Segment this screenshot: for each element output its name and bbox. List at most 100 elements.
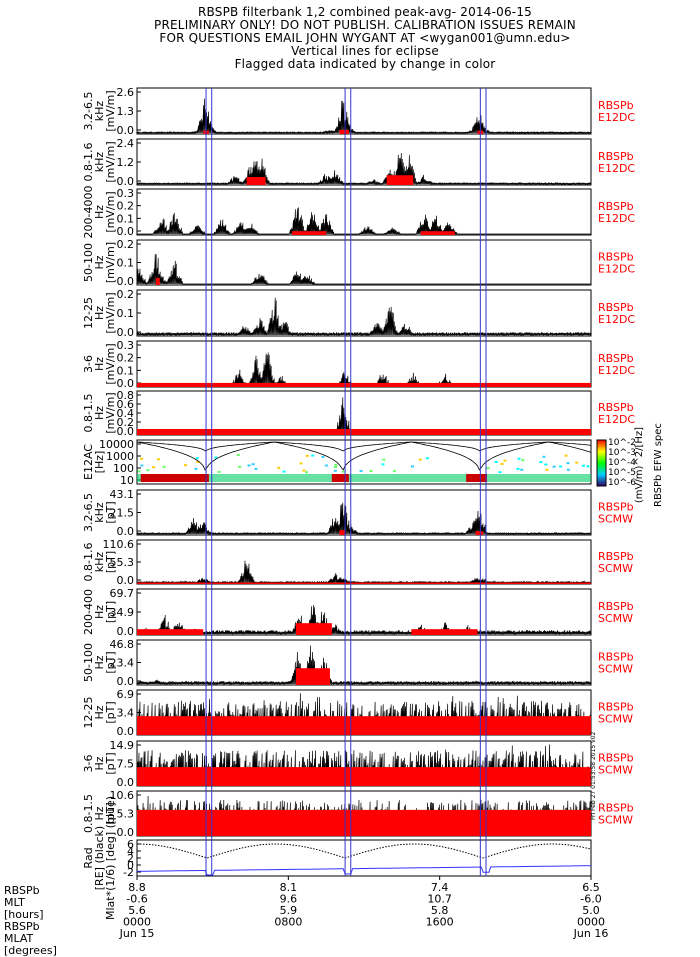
spec-pixel [552,465,556,468]
spec-pixel [194,467,198,470]
colorbar-label: 10^-4 [608,458,636,468]
y-tick-label: 0.0 [117,377,135,390]
y-axis-label: Hz [93,756,106,770]
side-label-instrument: RBSPb [598,550,634,563]
colorbar-unit: (mV/m)^2/[Hz] [634,427,645,503]
spec-pixel [236,454,240,457]
spec-pixel [382,458,386,461]
spec-pixel [137,470,141,473]
y-axis-label: 12-25 [82,297,95,329]
panel-e2 [136,138,592,186]
x-tick-label: 5.8 [431,904,449,917]
y-axis-label: Hz [93,705,106,719]
flagged-region [386,175,414,185]
spec-pixel [381,463,385,466]
y-axis-label: Hz [93,306,106,320]
y-tick-label: 10 [120,474,134,487]
flagged-region [137,629,204,635]
spec-intense-band [140,474,209,482]
data-trace [136,560,592,585]
side-label-instrument: RBSPb [598,352,634,365]
data-trace [136,152,592,186]
side-label-instrument: RBSPb [598,600,634,613]
x-tick-label: Jun 15 [119,927,155,940]
y-axis-label: [pT] [104,551,117,573]
y-axis-label: [pT] [104,651,117,673]
x-tick-label: 1600 [426,916,454,929]
x-tick-label: 8.1 [280,881,298,894]
y-axis-label: 50-100 [82,643,95,682]
flagged-region [246,177,266,185]
y-axis-label: 3-6 [82,755,95,773]
y-axis-label: Hz [93,406,106,420]
panel-frame [136,439,592,485]
y-axis-label: [pT] [104,802,117,824]
y-tick-label: 23.4 [110,657,135,670]
spec-pixel [369,469,373,472]
title-line-3: FOR QUESTIONS EMAIL JOHN WYGANT AT <wyga… [159,31,571,45]
y-tick-label: 0.0 [117,625,135,638]
data-trace [136,98,592,135]
side-label-instrument: RBSPb [598,251,634,264]
y-tick-label: 100 [113,462,134,475]
spec-pixel [494,460,498,463]
side-label-channel: E12DC [598,313,635,326]
flagged-region [155,277,160,285]
bottom-row-label: [hours] [4,908,44,921]
panel-e6 [136,340,592,388]
panel-b4 [136,639,592,686]
panel-e1 [136,87,592,135]
panel-frame [136,390,592,436]
colorbar-label: 10^-6 [608,478,636,488]
y-tick-label: 0.1 [117,307,135,320]
colorbar-label: 10^-2 [608,438,636,448]
y-tick-label: 0.3 [117,339,135,352]
y-tick-label: 0.1 [117,212,135,225]
spec-intense-band [331,474,349,482]
flagged-region [295,623,332,635]
spec-pixel [545,468,549,471]
flagged-region [292,231,327,235]
panel-e7 [136,390,592,436]
y-axis-label: 50-100 [82,243,95,282]
spec-pixel [539,461,543,464]
panel-frame [136,539,592,585]
flagged-region [137,809,591,836]
y-axis-label: 12-25 [82,697,95,729]
spec-intense-band [466,474,487,482]
y-tick-label: 0.2 [117,352,135,365]
data-trace [136,645,592,686]
spec-pixel [302,469,306,472]
bottom-row-label: MLAT [4,932,34,945]
y-tick-label: 55.3 [110,556,135,569]
flagged-region [420,231,455,235]
x-tick-label: 5.9 [280,904,298,917]
spec-pixel [324,464,328,467]
flagged-region [295,668,330,685]
data-trace [137,397,591,435]
side-label-channel: SCMW [598,713,633,726]
spec-pixel [214,456,218,459]
panel-spec [136,439,607,487]
radius-line [137,843,592,859]
spec-pixel [341,470,345,473]
side-label-instrument: RBSPb [598,501,634,514]
panel-b3 [136,588,592,636]
y-axis-label: 3-6 [82,355,95,373]
y-tick-label: 10000 [99,438,134,451]
side-label-channel: SCMW [598,663,633,676]
y-axis-label: [mV/m] [104,191,117,232]
y-axis-label: Mlat*(1/6) [deg] (blue) [104,796,117,920]
y-axis-label: kHz [93,552,106,573]
y-tick-label: 1000 [106,450,134,463]
spec-pixel [217,470,221,473]
side-label-channel: E12DC [598,364,635,377]
y-tick-label: 2.4 [117,137,135,150]
side-label-channel: E12DC [598,263,635,276]
flagged-region [339,129,349,134]
panel-b5 [136,689,592,736]
flagged-region [411,629,478,635]
y-tick-label: 0.0 [117,326,135,339]
y-tick-label: 2.6 [117,86,135,99]
x-tick-label: 0000 [123,916,151,929]
